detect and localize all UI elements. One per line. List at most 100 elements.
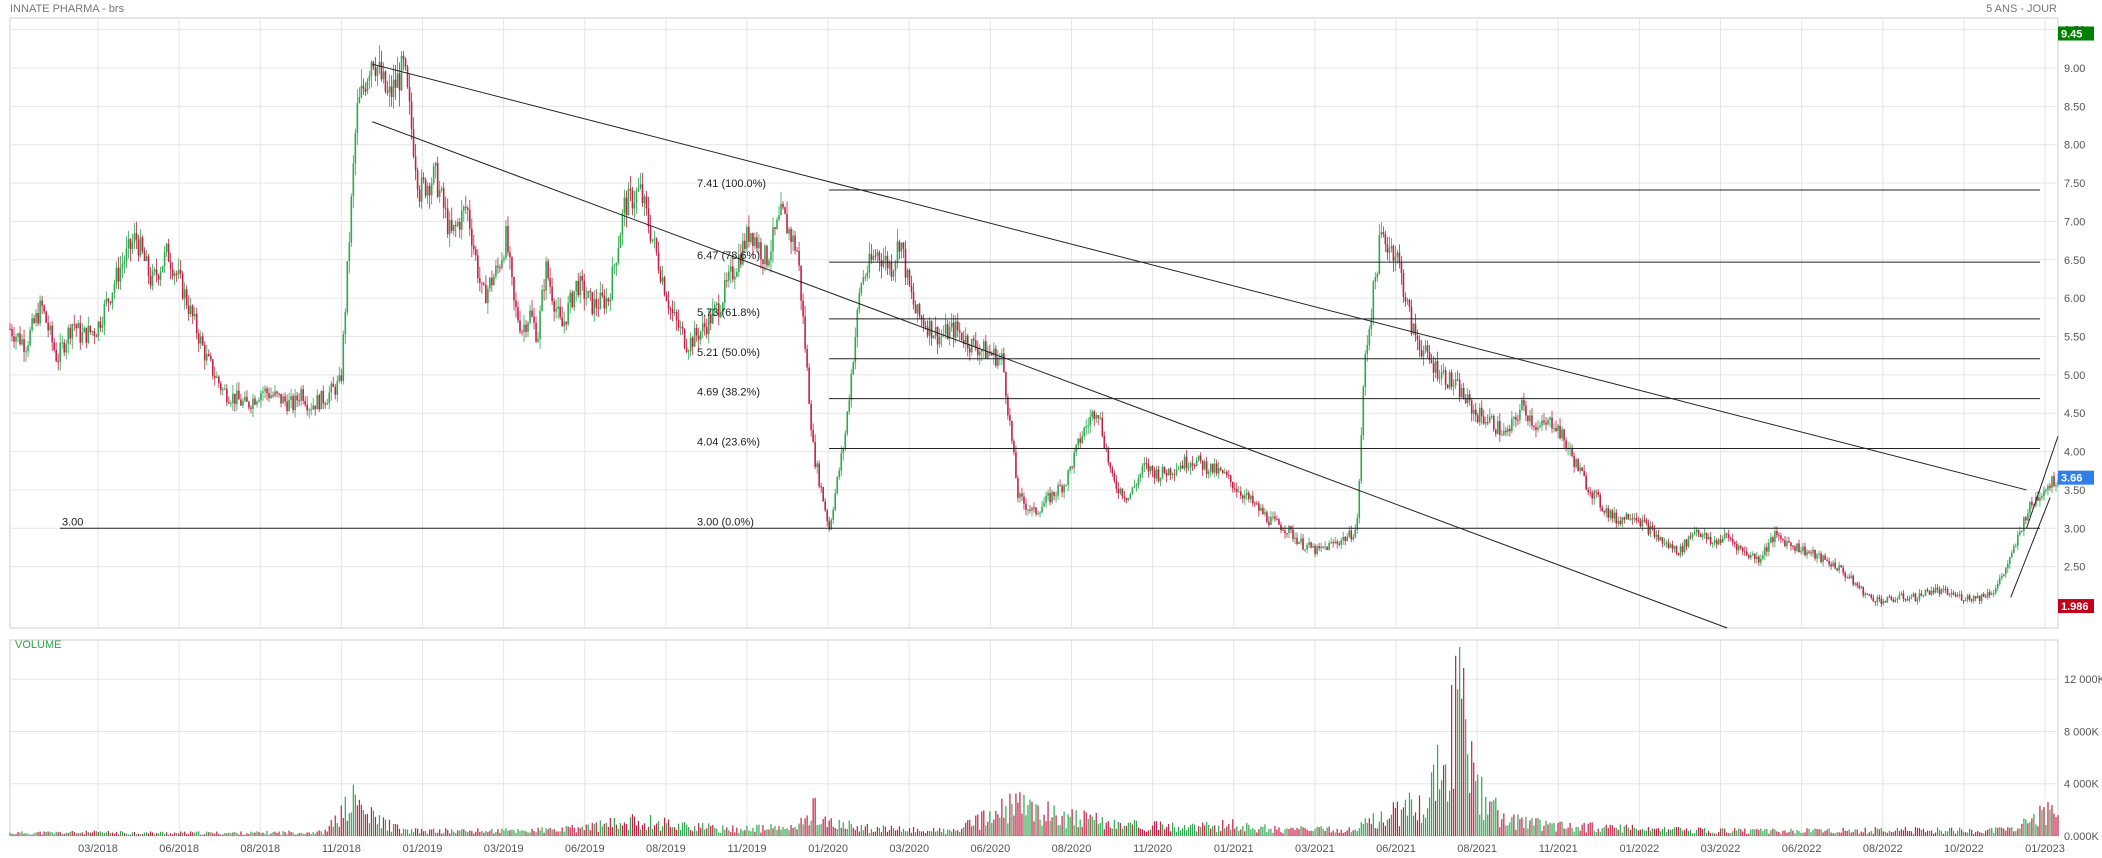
volume-bar <box>1760 828 1762 836</box>
volume-bar <box>499 832 501 836</box>
candle-body <box>1101 417 1104 436</box>
candle-body <box>1035 507 1037 514</box>
candle-body <box>629 188 632 191</box>
candle-body <box>1870 594 1873 598</box>
candle-body <box>503 257 505 260</box>
candle-body <box>1364 354 1367 388</box>
candle-body <box>123 261 126 265</box>
volume-bar <box>1525 816 1527 836</box>
volume-bar <box>404 829 407 836</box>
candle-body <box>270 395 272 399</box>
candle-body <box>226 388 228 403</box>
volume-bar <box>870 829 872 836</box>
volume-bar <box>1370 823 1372 836</box>
candle-body <box>1358 481 1361 519</box>
volume-bar <box>1679 827 1682 836</box>
volume-bar <box>788 830 790 836</box>
candle-body <box>675 311 678 320</box>
candle-body <box>1221 469 1224 474</box>
volume-bar <box>99 831 101 836</box>
candle-body <box>232 393 234 403</box>
volume-bar <box>1571 827 1573 836</box>
candle-body <box>256 401 258 405</box>
candle-body <box>904 248 907 278</box>
candle-body <box>1452 385 1455 387</box>
volume-bar <box>1117 821 1119 836</box>
candle-body <box>894 261 897 272</box>
candle-body <box>1131 487 1134 494</box>
volume-bar <box>1810 832 1812 836</box>
volume-bar <box>537 827 539 836</box>
candle-body <box>689 337 692 352</box>
candle-body <box>744 240 746 249</box>
candle-body <box>1077 438 1079 445</box>
time-tick-label: 03/2018 <box>78 843 118 855</box>
candle-body <box>703 323 706 328</box>
volume-bar <box>1298 828 1300 836</box>
volume-bar <box>852 827 854 836</box>
candle-body <box>1314 545 1316 554</box>
volume-bar <box>1730 832 1732 836</box>
candle-body <box>2043 490 2045 496</box>
volume-bar <box>1623 826 1625 836</box>
price-tick-label: 8.50 <box>2064 101 2085 113</box>
volume-bar <box>119 830 122 836</box>
volume-bar <box>643 823 646 836</box>
volume-bar <box>1340 829 1342 836</box>
candle-body <box>1334 541 1336 544</box>
candle-body <box>428 185 431 196</box>
candle-body <box>1727 534 1730 538</box>
volume-bar <box>786 828 788 836</box>
volume-bar <box>266 830 268 836</box>
volume-bar <box>1539 819 1541 836</box>
candle-body <box>1119 488 1122 494</box>
candle-body <box>1968 595 1971 600</box>
volume-bar <box>489 830 491 836</box>
volume-bar <box>951 831 953 836</box>
volume-bar <box>1380 811 1382 836</box>
price-tick-label: 5.00 <box>2064 370 2085 382</box>
candle-body <box>1539 425 1541 428</box>
candle-body <box>1621 517 1624 525</box>
candle-body <box>448 220 451 235</box>
candle-body <box>1824 555 1826 560</box>
candle-body <box>782 203 784 208</box>
candle-body <box>1800 551 1802 553</box>
volume-bar <box>131 832 134 836</box>
volume-bar <box>210 832 212 836</box>
candle-body <box>1864 593 1867 596</box>
volume-bar <box>1728 833 1730 836</box>
volume-bar <box>1973 833 1975 836</box>
candle-body <box>908 269 911 286</box>
volume-bar <box>423 831 425 836</box>
candle-body <box>77 322 80 329</box>
candle-body <box>475 249 477 256</box>
candle-body <box>1894 599 1897 602</box>
volume-bar <box>1850 832 1852 836</box>
volume-bar <box>880 832 883 836</box>
candle-body <box>709 314 712 324</box>
volume-bar <box>888 830 891 836</box>
volume-bar <box>1234 828 1236 836</box>
volume-bar <box>629 817 632 836</box>
fib-level-label: 5.21 (50.0%) <box>697 347 760 359</box>
period-label[interactable]: 5 ANS - JOUR <box>1986 3 2057 15</box>
volume-bar <box>840 827 842 836</box>
volume-bar <box>1105 822 1107 836</box>
candle-body <box>1181 465 1184 469</box>
candle-body <box>1185 456 1188 469</box>
candle-body <box>1033 507 1035 509</box>
candle-body <box>1374 277 1377 282</box>
volume-bar <box>1402 807 1405 836</box>
volume-bar <box>959 831 961 836</box>
candle-body <box>1687 536 1690 547</box>
candle-body <box>55 349 57 362</box>
candle-body <box>1262 507 1264 515</box>
candle-body <box>834 493 837 510</box>
candle-body <box>1910 596 1913 598</box>
volume-bar <box>252 832 254 836</box>
candle-body <box>165 243 168 252</box>
volume-bar <box>1432 764 1435 836</box>
candle-body <box>541 289 543 311</box>
candle-body <box>1629 518 1632 520</box>
